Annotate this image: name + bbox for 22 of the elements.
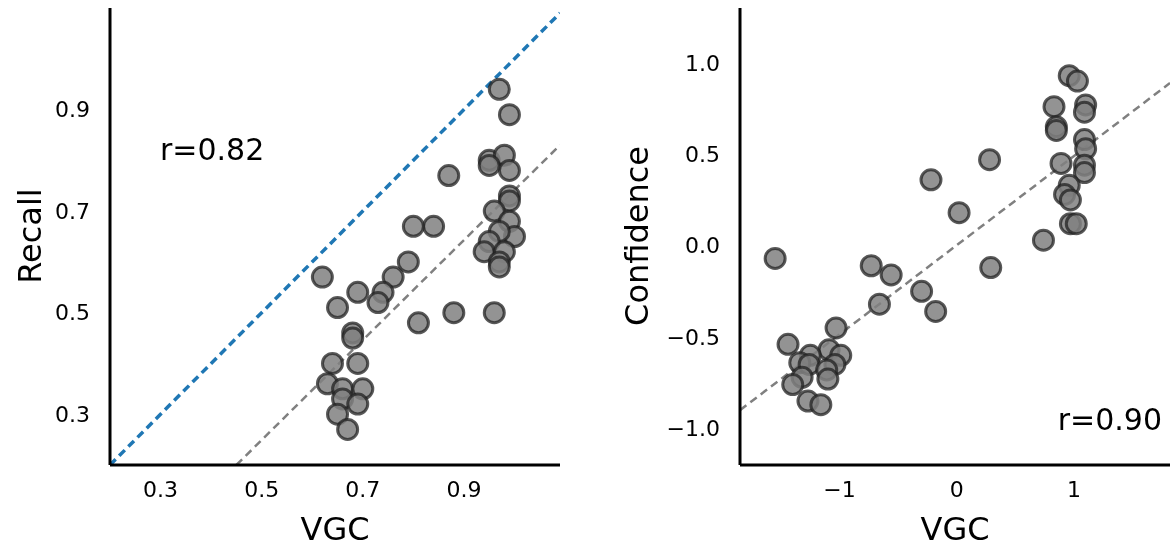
y-tick-label: 0.9 [55,97,90,123]
y-axis-title: Recall [11,188,49,284]
x-axis-title: VGC [920,510,990,548]
y-tick-label: −1.0 [666,416,720,442]
x-axis-title: VGC [300,510,370,548]
x-tick-label: 0.5 [244,476,280,502]
x-tick-label: −1 [823,476,856,502]
x-tick-label: 0.9 [446,476,482,502]
y-tick-label: 0.7 [55,198,90,224]
y-tick-label: 1.0 [685,50,720,76]
x-tick-label: 0.7 [345,476,381,502]
annotation: r=0.82 [160,132,265,167]
x-tick-label: 0 [949,476,964,502]
y-tick-label: 0.5 [55,300,90,326]
annotation: r=0.90 [1057,402,1162,437]
x-tick-label: 0.3 [143,476,179,502]
y-tick-label: 0.5 [685,142,720,168]
y-tick-label: −0.5 [666,324,720,350]
x-tick-label: 1 [1066,476,1081,502]
y-tick-label: 0.0 [685,233,720,259]
y-tick-label: 0.3 [55,402,90,428]
y-axis-title: Confidence [618,146,656,326]
